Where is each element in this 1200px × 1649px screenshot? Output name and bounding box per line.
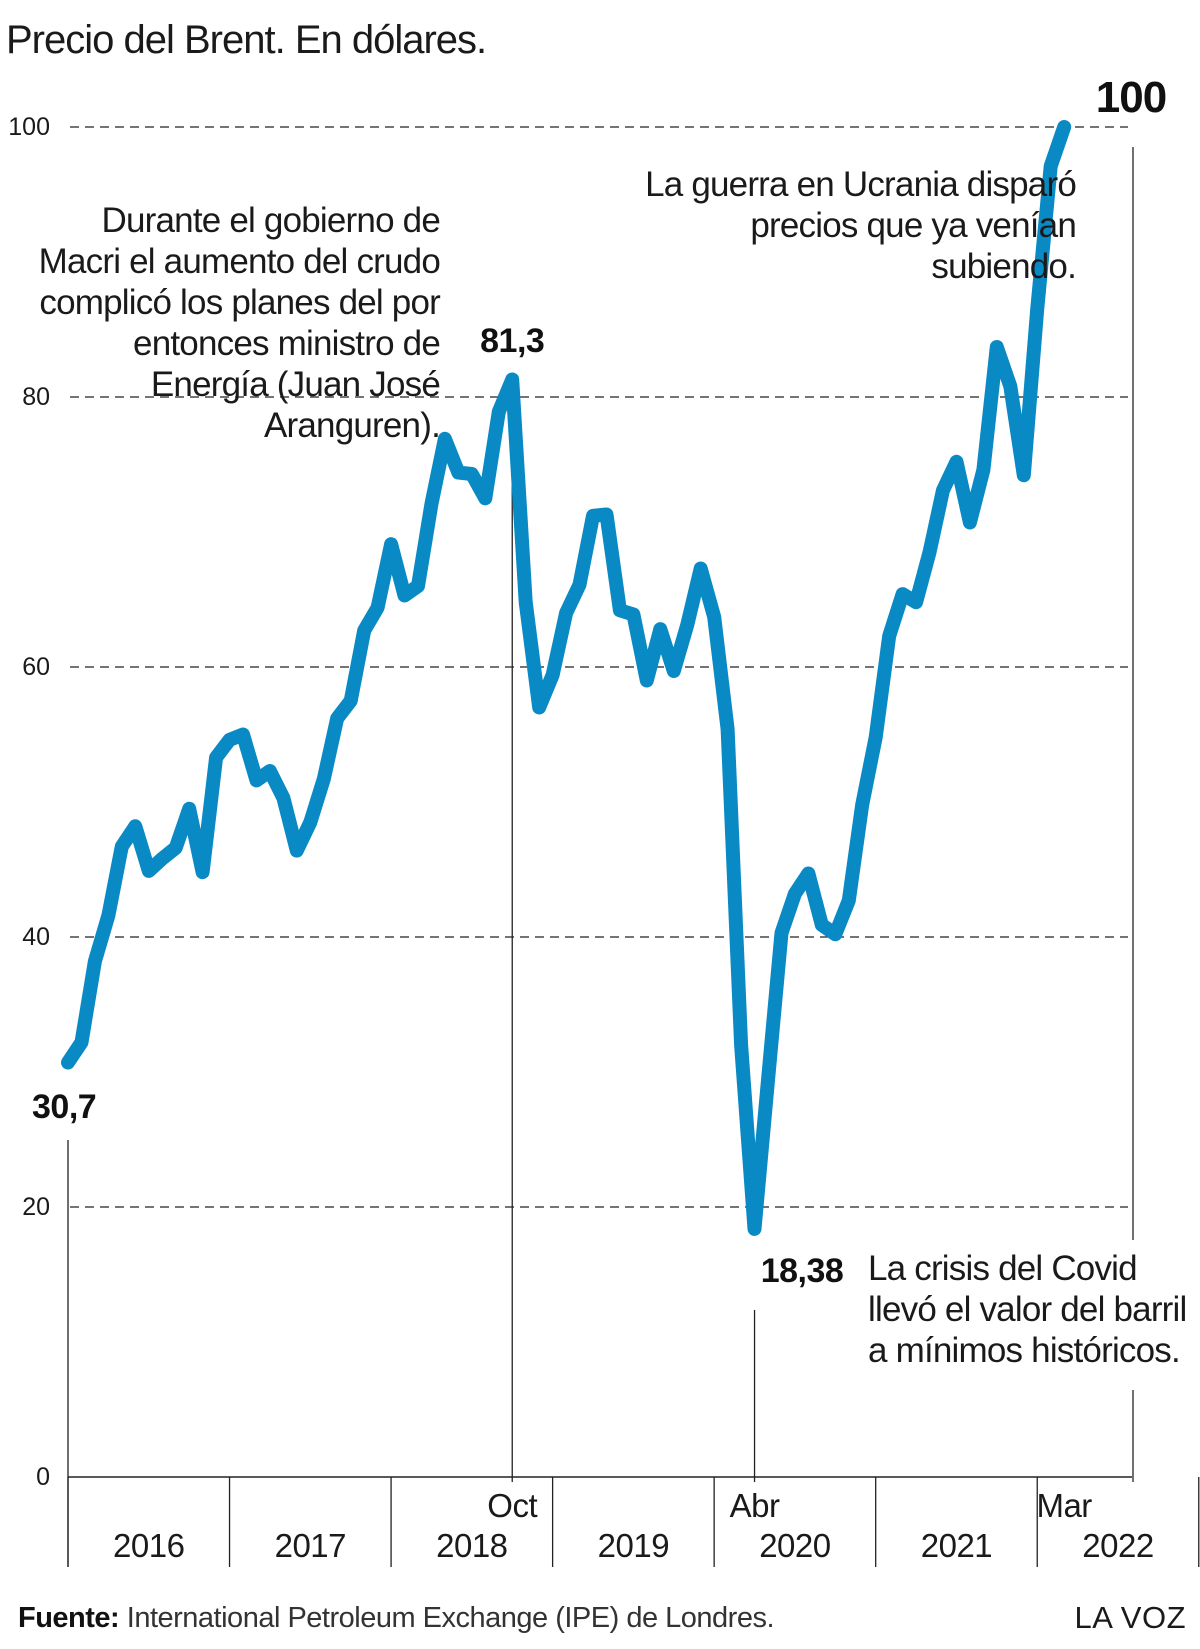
annotation-covid: La crisis del Covid llevó el valor del b… — [868, 1248, 1198, 1371]
chart-title: Precio del Brent. En dólares. — [6, 18, 487, 62]
annotation-guerra-line: subiendo. — [931, 247, 1076, 286]
annotation-macri: Durante el gobierno de Macri el aumento … — [20, 200, 441, 446]
x-month-label-oct: Oct — [487, 1487, 537, 1524]
annotation-covid-line: a mínimos históricos. — [868, 1331, 1181, 1370]
annotation-macri-line: Energía (Juan José — [150, 365, 441, 404]
data-label-abr2020: 18,38 — [761, 1252, 844, 1290]
annotation-guerra-line: precios que ya venían — [750, 206, 1076, 245]
y-tick-label: 40 — [22, 923, 50, 951]
y-tick-label: 0 — [36, 1463, 50, 1491]
x-month-label-abr: Abr — [730, 1487, 780, 1524]
x-month-label-mar: Mar — [1036, 1487, 1092, 1524]
source-footer: Fuente: International Petroleum Exchange… — [18, 1602, 775, 1635]
y-tick-label: 80 — [22, 383, 50, 411]
annotation-macri-line: Durante el gobierno de — [101, 201, 441, 240]
x-year-label-2019: 2019 — [598, 1527, 669, 1564]
data-label-mar2022: 100 — [1096, 73, 1166, 122]
data-label-oct2018: 81,3 — [480, 322, 544, 360]
x-year-label-2021: 2021 — [921, 1527, 992, 1564]
x-year-label-2018: 2018 — [436, 1527, 507, 1564]
x-year-label-2016: 2016 — [113, 1527, 184, 1564]
y-tick-label: 100 — [8, 113, 50, 141]
brent-price-line — [61, 120, 1072, 1236]
x-year-label-2020: 2020 — [759, 1527, 831, 1564]
annotation-covid-line: llevó el valor del barril — [868, 1290, 1187, 1329]
annotation-guerra: La guerra en Ucrania disparó precios que… — [560, 164, 1077, 287]
annotation-macri-line: complicó los planes del por — [39, 283, 440, 322]
data-label-start: 30,7 — [32, 1088, 96, 1126]
y-tick-label: 20 — [22, 1193, 50, 1221]
annotation-macri-line: Macri el aumento del crudo — [38, 242, 441, 281]
x-year-label-2022: 2022 — [1082, 1527, 1153, 1564]
annotation-covid-line: La crisis del Covid — [868, 1249, 1138, 1288]
x-year-label-2017: 2017 — [275, 1527, 346, 1564]
source-label: Fuente: — [18, 1602, 120, 1634]
annotation-macri-line: Aranguren). — [263, 406, 441, 445]
y-tick-label: 60 — [22, 653, 50, 681]
brand-logo-text: LA VOZ — [1074, 1600, 1186, 1635]
annotation-guerra-line: La guerra en Ucrania disparó — [645, 165, 1077, 204]
annotation-macri-line: entonces ministro de — [133, 324, 441, 363]
source-text: International Petroleum Exchange (IPE) d… — [119, 1602, 775, 1634]
